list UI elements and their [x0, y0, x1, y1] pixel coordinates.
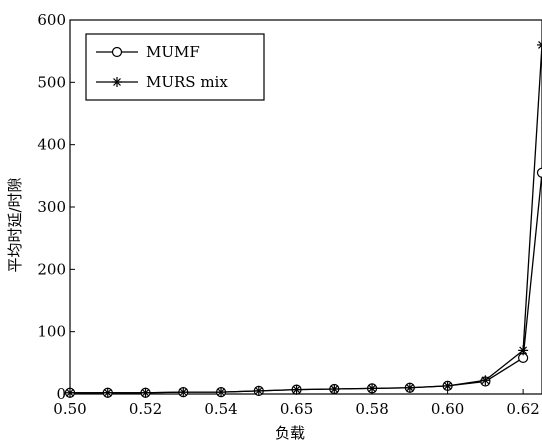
point-circle	[111, 46, 123, 58]
legend-label: MURS mix	[146, 73, 228, 91]
x-tick-label: 0.60	[431, 400, 464, 418]
legend-box	[85, 33, 265, 101]
y-tick-label: 600	[37, 11, 66, 29]
point-asterisk	[291, 384, 302, 395]
series-line	[70, 172, 542, 394]
y-tick-label: 500	[37, 73, 66, 91]
y-tick-label: 0	[56, 385, 66, 403]
x-axis-title: 负载	[275, 424, 305, 442]
asterisk-stroke	[481, 376, 490, 385]
y-tick-label: 100	[37, 323, 66, 341]
point-asterisk	[65, 387, 75, 398]
asterisk-stroke	[405, 383, 414, 392]
asterisk-stroke	[179, 388, 188, 397]
point-asterisk	[537, 39, 542, 50]
y-tick-label: 300	[37, 198, 66, 216]
asterisk-stroke	[443, 381, 452, 390]
series-mumf	[64, 167, 542, 398]
x-tick-label: 0.52	[129, 400, 162, 418]
y-tick-label: 200	[37, 260, 66, 278]
series-layer	[64, 39, 542, 398]
point-asterisk	[442, 380, 453, 391]
x-tick-label: 0.58	[355, 400, 388, 418]
legend-item: MURS mix	[96, 73, 228, 91]
x-tick-label: 0.54	[204, 400, 237, 418]
asterisk-stroke	[330, 385, 339, 393]
point-asterisk	[112, 77, 122, 87]
asterisk-stroke	[66, 388, 74, 397]
legend-item: MUMF	[96, 43, 200, 61]
point-asterisk	[102, 387, 113, 398]
legend: MUMF MURS mix	[85, 33, 265, 101]
legend-label: MUMF	[146, 43, 200, 61]
point-asterisk	[518, 345, 529, 356]
series-line	[70, 44, 542, 394]
x-tick-label: 0.62	[506, 400, 539, 418]
asterisk-stroke	[113, 78, 121, 86]
point-asterisk	[253, 385, 264, 396]
point-asterisk	[480, 375, 491, 386]
point-asterisk	[404, 382, 415, 393]
point-asterisk	[216, 387, 227, 398]
asterisk-stroke	[519, 346, 528, 355]
axes: 0 100 200 300 400 500 600 0.50 0.52 0.54 0.65 0.58 0…	[37, 11, 542, 418]
series-murs-mix	[65, 39, 542, 398]
y-tick-label: 400	[37, 136, 66, 154]
asterisk-stroke	[141, 388, 150, 397]
asterisk-stroke	[538, 44, 542, 49]
asterisk-stroke	[538, 41, 542, 46]
point-asterisk	[178, 387, 189, 398]
asterisk-stroke	[292, 385, 301, 394]
asterisk-stroke	[103, 388, 112, 397]
point-asterisk	[367, 383, 378, 394]
point-asterisk	[329, 384, 340, 395]
x-tick-label: 0.50	[53, 400, 86, 418]
y-axis-title: 平均时延/时隙	[6, 177, 24, 272]
asterisk-stroke	[217, 388, 225, 397]
asterisk-stroke	[368, 384, 377, 393]
asterisk-stroke	[254, 386, 263, 395]
point-asterisk	[140, 387, 151, 398]
point-circle	[536, 167, 542, 178]
x-tick-label: 0.65	[280, 400, 313, 418]
